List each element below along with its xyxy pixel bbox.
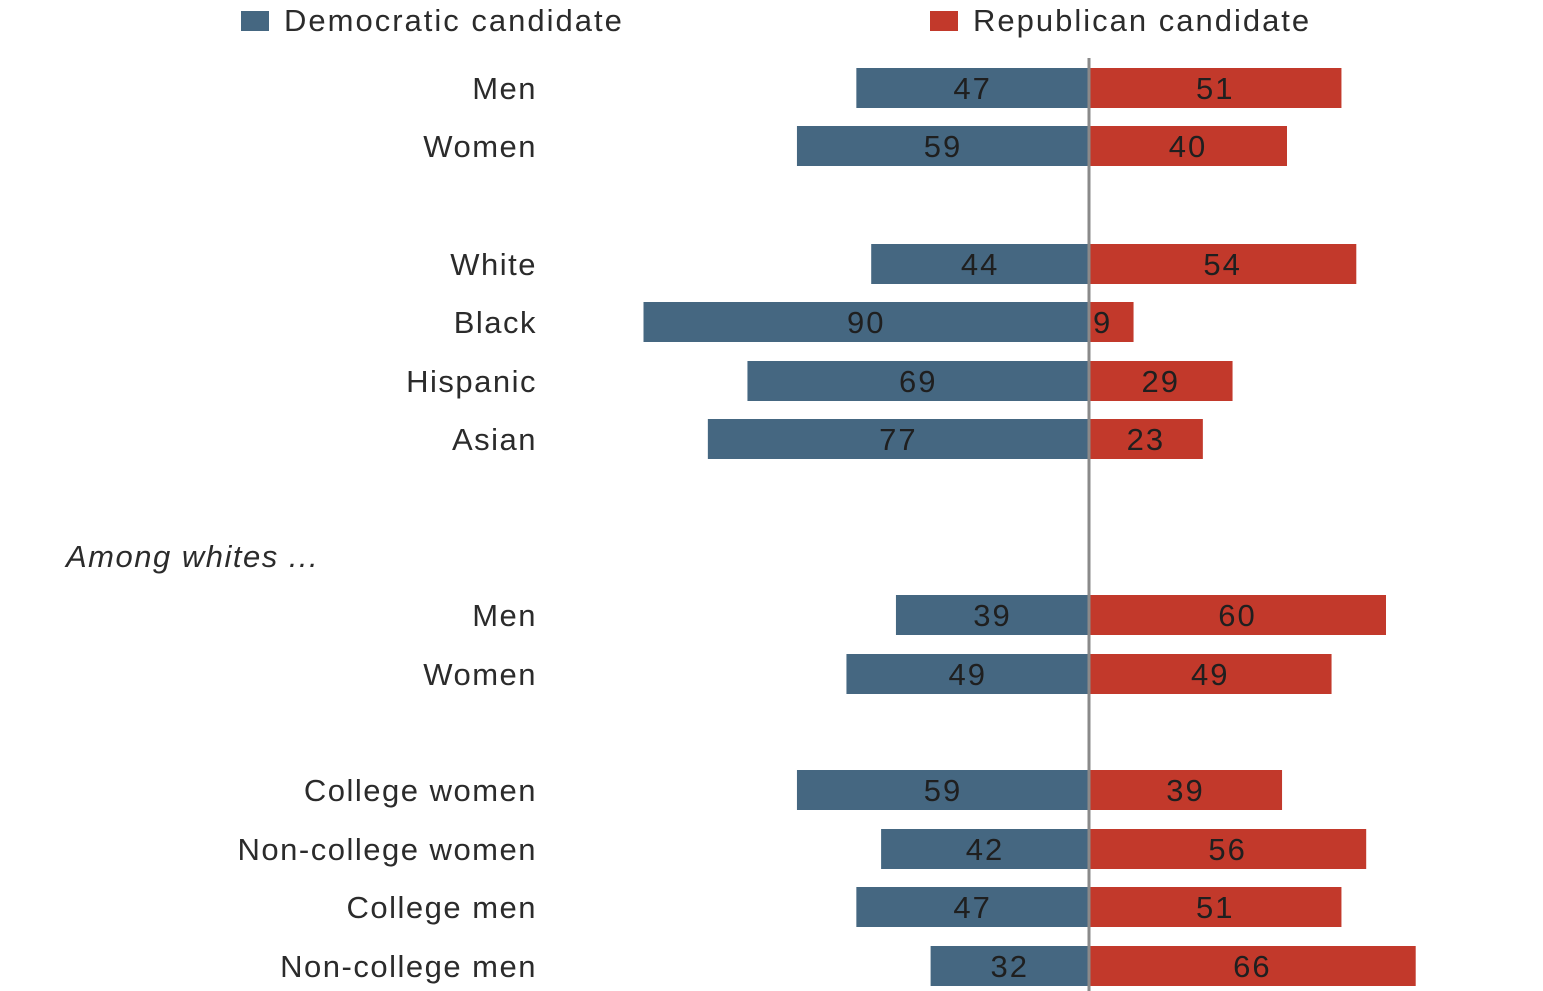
republican-bar: [1089, 829, 1367, 869]
republican-bar: [1089, 419, 1203, 459]
legend-label-democratic: Democratic candidate: [284, 3, 624, 38]
republican-value-label: 51: [1196, 71, 1234, 106]
republican-value-label: 29: [1142, 364, 1180, 399]
chart-row: Women 59 40: [423, 126, 1287, 166]
chart-rows: Men 47 51 Women 59 40 White 44 54 Black 90 9 Hispani…: [64, 68, 1416, 986]
category-label: Non-college men: [280, 949, 537, 984]
category-label: Hispanic: [406, 364, 537, 399]
democratic-bar: [856, 68, 1089, 108]
democratic-value-label: 47: [953, 71, 991, 106]
democratic-value-label: 44: [961, 247, 999, 282]
democratic-bar: [796, 126, 1089, 166]
category-label: White: [450, 247, 537, 282]
democratic-bar: [930, 946, 1089, 986]
legend-swatch-republican: [930, 11, 958, 31]
republican-bar: [1089, 770, 1283, 810]
democratic-bar: [747, 361, 1089, 401]
legend-swatch-democratic: [241, 11, 269, 31]
republican-value-label: 39: [1166, 773, 1204, 808]
republican-bar: [1089, 654, 1332, 694]
democratic-value-label: 49: [948, 657, 986, 692]
category-label: Men: [472, 71, 537, 106]
republican-value-label: 40: [1169, 129, 1207, 164]
republican-bar: [1089, 946, 1416, 986]
democratic-value-label: 77: [879, 422, 917, 457]
republican-value-label: 56: [1208, 832, 1246, 867]
democratic-bar: [871, 244, 1089, 284]
democratic-value-label: 42: [966, 832, 1004, 867]
democratic-value-label: 90: [847, 305, 885, 340]
category-label: College men: [346, 890, 537, 925]
democratic-bar: [895, 595, 1089, 635]
chart-row: Asian 77 23: [452, 419, 1203, 459]
democratic-bar: [846, 654, 1089, 694]
democratic-value-label: 59: [924, 129, 962, 164]
democratic-bar: [856, 887, 1089, 927]
chart-row: White 44 54: [450, 244, 1357, 284]
republican-bar: [1089, 302, 1134, 342]
republican-value-label: 49: [1191, 657, 1229, 692]
democratic-bar: [796, 770, 1089, 810]
category-label: College women: [304, 773, 537, 808]
republican-bar: [1089, 126, 1287, 166]
democratic-value-label: 47: [953, 890, 991, 925]
chart-row: College women 59 39: [304, 770, 1283, 810]
democratic-value-label: 59: [924, 773, 962, 808]
republican-value-label: 9: [1093, 305, 1112, 340]
democratic-value-label: 32: [991, 949, 1029, 984]
chart-row: Non-college men 32 66: [280, 946, 1416, 986]
category-label: Women: [423, 657, 537, 692]
republican-value-label: 54: [1203, 247, 1241, 282]
legend-label-republican: Republican candidate: [973, 3, 1311, 38]
legend: Democratic candidate Republican candidate: [241, 3, 1311, 38]
category-label: Women: [423, 129, 537, 164]
republican-value-label: 23: [1127, 422, 1165, 457]
republican-value-label: 60: [1218, 598, 1256, 633]
chart-row: Non-college women 42 56: [238, 829, 1367, 869]
category-label: Black: [454, 305, 537, 340]
category-label: Men: [472, 598, 537, 633]
chart-row: Women 49 49: [423, 654, 1332, 694]
democratic-bar: [643, 302, 1089, 342]
democratic-value-label: 69: [899, 364, 937, 399]
chart-row: College men 47 51: [346, 887, 1342, 927]
republican-bar: [1089, 68, 1342, 108]
republican-bar: [1089, 361, 1233, 401]
category-label: Asian: [452, 422, 537, 457]
republican-bar: [1089, 595, 1386, 635]
republican-value-label: 66: [1233, 949, 1271, 984]
democratic-value-label: 39: [973, 598, 1011, 633]
democratic-bar: [707, 419, 1089, 459]
chart-row: Hispanic 69 29: [406, 361, 1233, 401]
republican-bar: [1089, 244, 1357, 284]
republican-value-label: 51: [1196, 890, 1234, 925]
chart-row: Men 39 60: [472, 595, 1386, 635]
chart-row: Black 90 9: [454, 302, 1134, 342]
category-label: Non-college women: [238, 832, 537, 867]
democratic-bar: [881, 829, 1089, 869]
republican-bar: [1089, 887, 1342, 927]
chart-row: Men 47 51: [472, 68, 1342, 108]
group-heading: Among whites ...: [64, 539, 319, 574]
